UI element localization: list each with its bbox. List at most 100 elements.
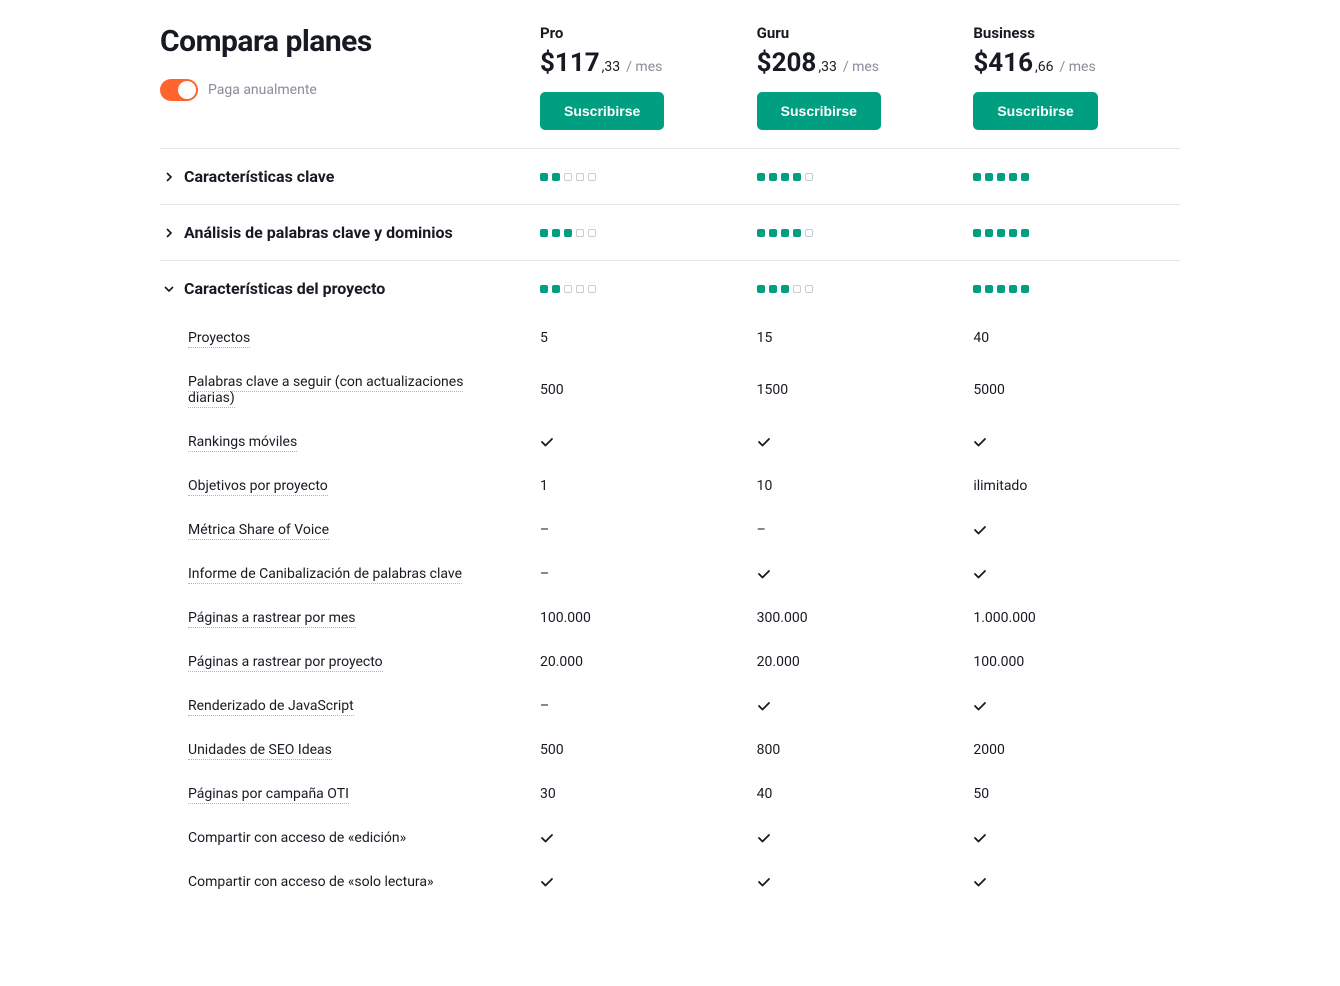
price-period: / mes <box>626 59 662 75</box>
feature-value-cell <box>747 875 964 889</box>
feature-value: 40 <box>973 330 989 346</box>
check-icon <box>757 435 954 449</box>
section-row[interactable]: Características clave <box>160 149 1180 205</box>
rating-dot <box>588 285 596 293</box>
feature-value-cell: 15 <box>747 330 964 346</box>
feature-value-cell <box>530 435 747 449</box>
check-icon <box>973 435 1170 449</box>
feature-label-cell: Páginas a rastrear por mes <box>160 610 530 626</box>
price-decimal: ,66 <box>1035 59 1054 75</box>
feature-value-cell <box>747 435 964 449</box>
feature-value-cell: – <box>530 522 747 538</box>
feature-row: Páginas a rastrear por mes 100.000 300.00… <box>160 596 1180 640</box>
subscribe-button[interactable]: Suscribirse <box>757 92 881 130</box>
price-main: $117 <box>540 48 600 78</box>
feature-value-cell: ilimitado <box>963 478 1180 494</box>
check-icon <box>973 831 1170 845</box>
pricing-comparison: Compara planes Paga anualmente Pro $117 … <box>160 24 1180 904</box>
toggle-knob <box>178 81 196 99</box>
rating-dots <box>530 285 747 293</box>
feature-label[interactable]: Informe de Canibalización de palabras cl… <box>188 566 462 584</box>
feature-value-cell: – <box>747 522 964 538</box>
feature-value-cell: 5 <box>530 330 747 346</box>
feature-value-cell <box>963 699 1180 713</box>
feature-label[interactable]: Objetivos por proyecto <box>188 478 328 496</box>
feature-label[interactable]: Métrica Share of Voice <box>188 522 329 540</box>
rating-dot <box>973 173 981 181</box>
rating-dot <box>552 285 560 293</box>
feature-value: 50 <box>973 786 989 802</box>
feature-value-cell: 300.000 <box>747 610 964 626</box>
plan-price: $208 ,33 / mes <box>757 48 954 78</box>
rating-dot <box>757 173 765 181</box>
subscribe-button[interactable]: Suscribirse <box>973 92 1097 130</box>
check-icon <box>757 831 954 845</box>
price-main: $208 <box>757 48 817 78</box>
rating-dot <box>540 229 548 237</box>
feature-label[interactable]: Proyectos <box>188 330 250 348</box>
feature-value-cell: 20.000 <box>747 654 964 670</box>
feature-row: Unidades de SEO Ideas 5008002000 <box>160 728 1180 772</box>
feature-value-cell: 10 <box>747 478 964 494</box>
rating-dot <box>805 173 813 181</box>
rating-dot <box>757 285 765 293</box>
rating-dot <box>576 229 584 237</box>
feature-label[interactable]: Unidades de SEO Ideas <box>188 742 332 760</box>
feature-value-cell <box>963 831 1180 845</box>
page-title: Compara planes <box>160 24 510 59</box>
billing-toggle-row: Paga anualmente <box>160 79 510 101</box>
section-row[interactable]: Características del proyecto <box>160 261 1180 316</box>
feature-label-cell: Compartir con acceso de «solo lectura» <box>160 874 530 890</box>
feature-value: 100.000 <box>973 654 1024 670</box>
rating-dot <box>973 285 981 293</box>
feature-value-cell <box>963 567 1180 581</box>
feature-value: 500 <box>540 382 564 398</box>
feature-row: Objetivos por proyecto 110ilimitado <box>160 464 1180 508</box>
feature-row: Palabras clave a seguir (con actualizaci… <box>160 360 1180 420</box>
rating-dot <box>576 173 584 181</box>
feature-row: Páginas por campaña OTI 304050 <box>160 772 1180 816</box>
chevron-right-icon <box>164 172 174 182</box>
plan-name: Business <box>973 24 1170 42</box>
feature-label[interactable]: Renderizado de JavaScript <box>188 698 354 716</box>
rating-dot <box>769 285 777 293</box>
check-icon <box>757 699 954 713</box>
feature-label[interactable]: Páginas por campaña OTI <box>188 786 349 804</box>
feature-value: 1500 <box>757 382 788 398</box>
rating-dot <box>781 173 789 181</box>
feature-value-cell: 40 <box>747 786 964 802</box>
dash-icon: – <box>757 522 766 538</box>
feature-value: 5000 <box>973 382 1004 398</box>
feature-value-cell: 40 <box>963 330 1180 346</box>
feature-label[interactable]: Rankings móviles <box>188 434 297 452</box>
feature-label[interactable]: Páginas a rastrear por proyecto <box>188 654 383 672</box>
feature-value: 300.000 <box>757 610 808 626</box>
rating-dot <box>1009 285 1017 293</box>
rating-dot <box>805 285 813 293</box>
feature-value-cell: 800 <box>747 742 964 758</box>
check-icon <box>540 875 737 889</box>
feature-label-cell: Páginas a rastrear por proyecto <box>160 654 530 670</box>
feature-value-cell: 100.000 <box>530 610 747 626</box>
feature-label[interactable]: Páginas a rastrear por mes <box>188 610 356 628</box>
section-row[interactable]: Análisis de palabras clave y dominios <box>160 205 1180 261</box>
feature-value: 40 <box>757 786 773 802</box>
rating-dot <box>1021 229 1029 237</box>
rating-dot <box>793 285 801 293</box>
rating-dots <box>530 173 747 181</box>
feature-label-cell: Rankings móviles <box>160 434 530 450</box>
rating-dots <box>963 173 1180 181</box>
feature-row: Páginas a rastrear por proyecto 20.00020… <box>160 640 1180 684</box>
rating-dot <box>805 229 813 237</box>
section-header: Análisis de palabras clave y dominios <box>160 223 530 242</box>
annual-billing-toggle[interactable] <box>160 79 198 101</box>
feature-value-cell <box>747 699 964 713</box>
rating-dot <box>1009 229 1017 237</box>
rating-dot <box>769 229 777 237</box>
feature-label[interactable]: Palabras clave a seguir (con actualizaci… <box>188 374 463 408</box>
feature-value-cell <box>747 567 964 581</box>
feature-value-cell <box>963 523 1180 537</box>
rating-dot <box>793 173 801 181</box>
subscribe-button[interactable]: Suscribirse <box>540 92 664 130</box>
plan-column-business: Business $416 ,66 / mes Suscribirse <box>963 24 1180 130</box>
